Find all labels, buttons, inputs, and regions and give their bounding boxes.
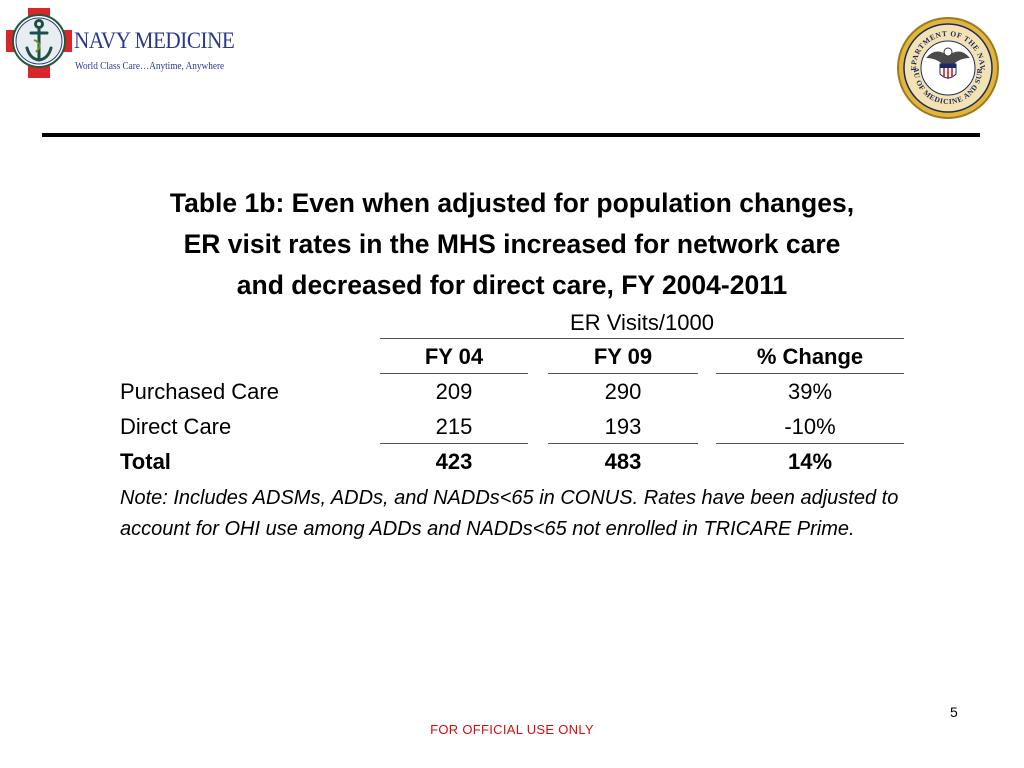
logo-tagline: World Class Care…Anytime, Anywhere — [75, 61, 225, 72]
table-cell: 290 — [604, 379, 642, 404]
table-note: Note: Includes ADSMs, ADDs, and NADDs<65… — [120, 487, 899, 540]
title-line: ER visit rates in the MHS increased for … — [183, 229, 841, 259]
title-line: and decreased for direct care, FY 2004-2… — [236, 270, 788, 300]
table-cell: 193 — [604, 414, 642, 439]
group-header-rule — [380, 338, 904, 339]
column-rule — [548, 373, 698, 374]
navy-medicine-logo: NAVY MEDICINE World Class Care…Anytime, … — [6, 8, 235, 78]
red-cross-anchor-icon — [6, 8, 72, 78]
header-divider — [42, 133, 980, 137]
row-label-direct-care: Direct Care — [120, 414, 232, 439]
row-label-total: Total — [120, 449, 171, 474]
column-rule — [716, 373, 904, 374]
table-cell: 14% — [787, 449, 833, 474]
table-cell: 39% — [787, 379, 833, 404]
title-line: Table 1b: Even when adjusted for populat… — [169, 188, 855, 218]
table-cell: 483 — [604, 449, 642, 474]
table-cell: 215 — [435, 414, 473, 439]
column-header-fy09: FY 09 — [593, 344, 653, 369]
column-header-fy04: FY 04 — [424, 344, 484, 369]
slide-title: Table 1b: Even when adjusted for populat… — [110, 183, 914, 306]
total-rule — [380, 443, 528, 444]
total-rule — [716, 443, 904, 444]
column-rule — [380, 373, 528, 374]
group-header: ER Visits/1000 — [570, 310, 714, 335]
table-cell: 423 — [435, 449, 473, 474]
table-cell: 209 — [435, 379, 473, 404]
table-cell: -10% — [784, 414, 836, 439]
bumed-seal: DEPARTMENT OF THE NAVY BUREAU OF MEDICIN… — [896, 2, 1000, 129]
row-label-purchased-care: Purchased Care — [120, 379, 279, 404]
column-header-pct-change: % Change — [756, 344, 864, 369]
logo-title: NAVY MEDICINE — [74, 28, 235, 53]
page-number: 5 — [950, 704, 958, 720]
total-rule — [548, 443, 698, 444]
footer-classification: FOR OFFICIAL USE ONLY — [430, 722, 594, 737]
